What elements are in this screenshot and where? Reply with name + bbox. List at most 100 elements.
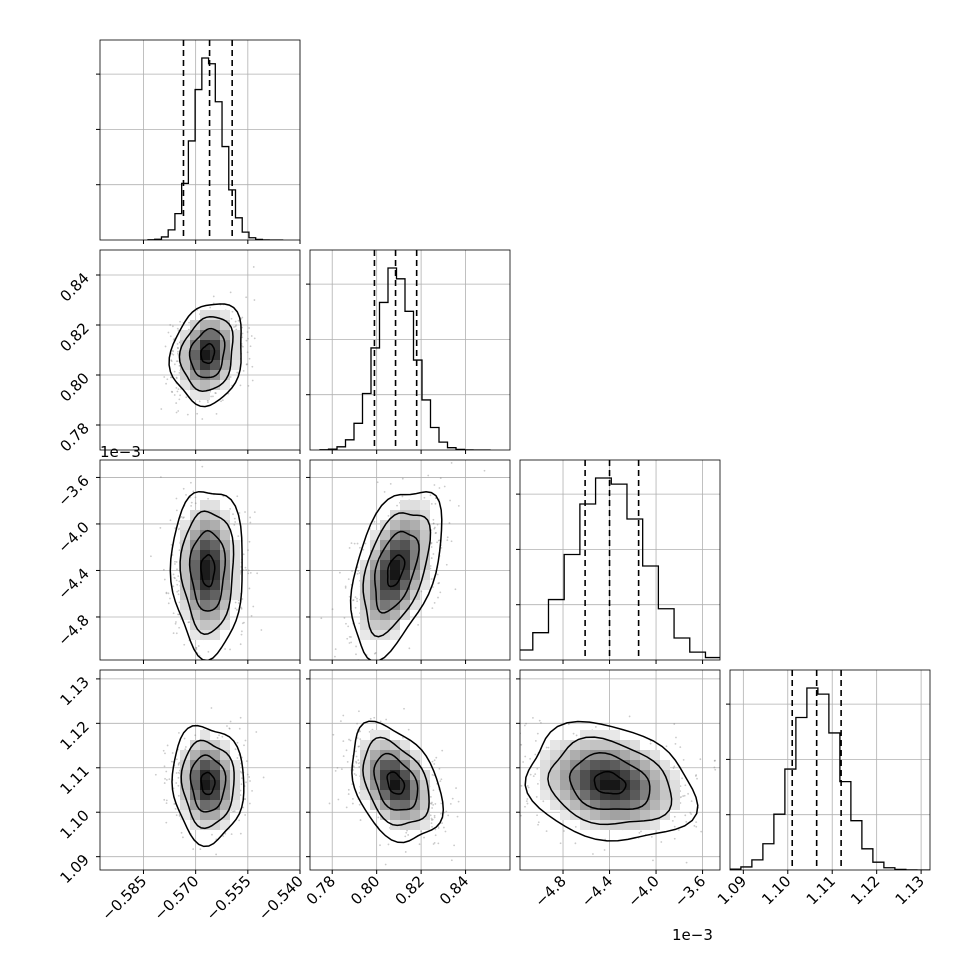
sample-point — [241, 332, 244, 335]
sample-point — [431, 607, 434, 610]
sample-point — [240, 771, 243, 774]
sample-point — [438, 487, 441, 489]
sample-point — [443, 811, 446, 814]
sample-point — [345, 749, 348, 752]
sample-point — [660, 841, 663, 843]
density-cell — [220, 790, 230, 800]
sample-point — [529, 757, 532, 760]
sample-point — [195, 646, 198, 649]
sample-point — [522, 761, 525, 763]
density-cell — [180, 590, 190, 600]
sample-point — [173, 803, 176, 805]
sample-point — [433, 763, 436, 765]
density-cell — [210, 520, 220, 530]
sample-point — [248, 357, 251, 360]
sample-point — [231, 310, 234, 313]
sample-point — [178, 601, 181, 604]
density-cell — [210, 540, 220, 550]
sample-point — [177, 410, 180, 412]
sample-point — [526, 802, 529, 805]
sample-point — [523, 724, 526, 727]
sample-point — [175, 360, 178, 363]
sample-point — [432, 522, 435, 525]
sample-point — [328, 802, 331, 805]
density-cell — [180, 530, 190, 540]
density-cell — [220, 820, 230, 830]
sample-point — [170, 390, 173, 393]
density-cell — [380, 530, 390, 540]
sample-point — [234, 601, 237, 604]
density-cell — [600, 750, 610, 760]
sample-point — [178, 371, 181, 374]
x-tick-label: −4.4 — [578, 872, 616, 910]
sample-point — [438, 582, 441, 584]
density-cell — [630, 820, 640, 830]
sample-point — [396, 504, 398, 507]
sample-point — [434, 803, 437, 805]
density-cell — [190, 750, 200, 760]
density-cell — [360, 750, 370, 760]
density-cell — [210, 320, 220, 330]
density-cell — [400, 510, 410, 520]
density-cell — [210, 750, 220, 760]
density-cell — [410, 570, 420, 580]
sample-point — [437, 582, 440, 585]
sample-point — [234, 521, 237, 523]
sample-point — [338, 571, 341, 574]
density-cell — [540, 790, 550, 800]
density-cell — [190, 810, 200, 820]
density-cell — [630, 800, 640, 810]
sample-point — [376, 481, 379, 484]
sample-point — [693, 824, 696, 827]
sample-point — [559, 842, 562, 845]
sample-point — [169, 519, 172, 522]
density-cell — [400, 500, 410, 510]
sample-point — [430, 502, 433, 505]
sample-point — [347, 578, 350, 581]
sample-point — [699, 758, 702, 761]
sample-point — [165, 382, 167, 385]
density-cell — [390, 610, 400, 620]
sample-point — [177, 613, 179, 616]
density-cell — [180, 750, 190, 760]
sample-point — [210, 395, 213, 398]
density-cell — [210, 500, 220, 510]
sample-point — [192, 490, 195, 493]
density-cell — [200, 770, 210, 780]
contour — [188, 327, 226, 379]
density-cell — [410, 580, 420, 590]
sample-point — [387, 843, 390, 846]
x-tick-label: 0.80 — [347, 872, 383, 908]
density-cell — [360, 790, 370, 800]
sample-point — [190, 504, 193, 507]
density-cell — [640, 760, 650, 770]
sample-point — [166, 378, 169, 381]
sample-point — [178, 549, 181, 552]
sample-point — [172, 353, 175, 356]
sample-point — [534, 740, 537, 742]
sample-point — [206, 399, 209, 402]
sample-point — [433, 759, 436, 762]
sample-point — [175, 621, 177, 623]
sample-point — [212, 395, 214, 398]
sample-point — [224, 648, 226, 650]
sample-point — [244, 798, 246, 800]
density-cell — [220, 610, 230, 620]
density-cell — [570, 760, 580, 770]
sample-point — [430, 802, 433, 805]
sample-point — [356, 722, 359, 725]
density-cell — [410, 780, 420, 790]
sample-point — [170, 376, 173, 379]
density-cell — [180, 360, 190, 370]
sample-point — [348, 738, 350, 741]
panel-content — [310, 670, 510, 870]
sample-point — [178, 613, 180, 616]
density-cell — [200, 800, 210, 810]
sample-point — [174, 807, 177, 810]
density-cell — [230, 790, 240, 800]
density-cell — [200, 530, 210, 540]
density-cell — [540, 750, 550, 760]
density-cell — [410, 600, 420, 610]
density-cell — [220, 590, 230, 600]
density-cell — [600, 810, 610, 820]
